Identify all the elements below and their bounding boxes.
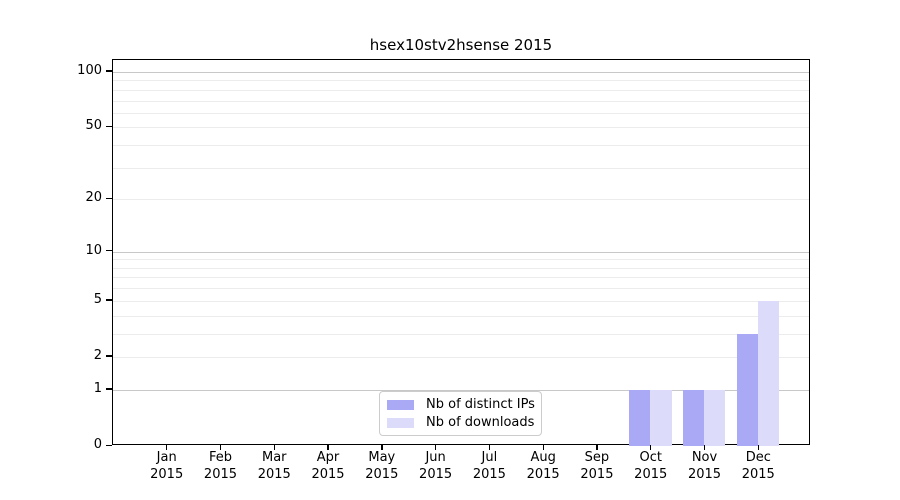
x-tick-label-jun: Jun 2015 xyxy=(403,450,469,483)
x-tick-label-aug: Aug 2015 xyxy=(510,450,576,483)
y-tick-2 xyxy=(106,355,112,357)
x-tick-year: 2015 xyxy=(580,466,614,482)
x-tick-label-jan: Jan 2015 xyxy=(134,450,200,483)
y-tick-1 xyxy=(106,388,112,390)
x-tick-month: Mar xyxy=(261,450,287,465)
x-tick-jun xyxy=(435,445,437,450)
x-tick-apr xyxy=(327,445,329,450)
y-tick-label-50: 50 xyxy=(85,118,102,134)
x-tick-oct xyxy=(650,445,652,450)
x-tick-label-jul: Jul 2015 xyxy=(456,450,522,483)
gridline-y-2 xyxy=(113,356,809,358)
x-tick-month: Jan xyxy=(156,450,177,465)
y-tick-label-0: 0 xyxy=(93,437,102,452)
y-tick-20 xyxy=(106,197,112,200)
y-tick-100 xyxy=(106,70,112,72)
x-tick-aug xyxy=(542,445,544,450)
bar-nb-of-distinct-ips-nov xyxy=(682,389,705,446)
x-tick-label-oct: Oct 2015 xyxy=(618,450,684,483)
legend-swatch-downloads xyxy=(387,417,414,428)
x-tick-jul xyxy=(488,445,491,450)
gridline-y-1 xyxy=(113,389,809,391)
x-tick-label-apr: Apr 2015 xyxy=(295,450,361,483)
x-tick-month: Feb xyxy=(208,450,232,465)
x-tick-year: 2015 xyxy=(365,466,399,482)
plot-area xyxy=(112,59,810,446)
y-tick-50 xyxy=(106,125,112,128)
x-tick-label-dec: Dec 2015 xyxy=(725,450,791,483)
x-tick-month: Dec xyxy=(745,450,771,465)
chart-title: hsex10stv2hsense 2015 xyxy=(369,36,553,54)
gridline-y-90 xyxy=(113,80,809,82)
y-tick-label-5: 5 xyxy=(93,291,102,307)
y-tick-10 xyxy=(106,250,112,252)
gridline-y-5 xyxy=(113,300,809,302)
gridline-y-80 xyxy=(113,89,809,91)
y-tick-label-1: 1 xyxy=(93,380,102,396)
y-tick-label-100: 100 xyxy=(77,62,102,78)
gridline-y-6 xyxy=(113,288,809,290)
legend: Nb of distinct IPs Nb of downloads xyxy=(379,391,542,436)
bar-nb-of-distinct-ips-dec xyxy=(736,333,758,446)
bar-nb-of-downloads-nov xyxy=(704,389,726,446)
x-tick-month: Oct xyxy=(639,450,662,465)
x-tick-nov xyxy=(703,445,706,450)
x-tick-label-may: May 2015 xyxy=(349,450,415,483)
gridline-y-3 xyxy=(113,333,809,335)
gridline-y-20 xyxy=(113,199,809,201)
x-tick-month: Apr xyxy=(316,450,340,465)
y-tick-5 xyxy=(106,299,112,301)
gridline-y-9 xyxy=(113,259,809,261)
legend-swatch-distinct-ips xyxy=(387,399,414,410)
x-tick-may xyxy=(381,445,383,450)
x-tick-month: Nov xyxy=(691,450,718,465)
x-tick-feb xyxy=(219,445,222,450)
gridline-y-100 xyxy=(113,71,809,73)
x-tick-month: Aug xyxy=(530,450,556,465)
gridline-y-70 xyxy=(113,100,809,102)
x-tick-label-sep: Sep 2015 xyxy=(564,450,630,483)
legend-label-distinct-ips: Nb of distinct IPs xyxy=(426,397,535,412)
x-tick-year: 2015 xyxy=(203,466,238,482)
x-tick-label-nov: Nov 2015 xyxy=(672,450,738,483)
gridline-y-40 xyxy=(113,145,809,147)
x-tick-mar xyxy=(273,445,275,450)
legend-item-distinct-ips: Nb of distinct IPs xyxy=(387,397,541,412)
x-tick-dec xyxy=(757,445,759,450)
y-tick-0 xyxy=(106,444,112,446)
x-tick-month: Jul xyxy=(481,450,498,465)
gridline-y-50 xyxy=(113,127,809,129)
bar-nb-of-downloads-oct xyxy=(650,389,672,446)
y-tick-label-2: 2 xyxy=(93,347,102,363)
x-tick-label-feb: Feb 2015 xyxy=(187,450,253,483)
x-tick-year: 2015 xyxy=(311,466,345,482)
x-tick-year: 2015 xyxy=(741,466,775,482)
x-tick-label-mar: Mar 2015 xyxy=(241,450,307,483)
gridline-y-8 xyxy=(113,267,809,269)
y-tick-label-10: 10 xyxy=(85,242,102,258)
bar-nb-of-downloads-dec xyxy=(757,300,780,446)
x-tick-month: Sep xyxy=(584,450,610,465)
x-tick-year: 2015 xyxy=(634,466,668,482)
x-tick-year: 2015 xyxy=(257,466,291,482)
x-tick-month: May xyxy=(368,450,396,465)
x-tick-year: 2015 xyxy=(687,466,722,482)
legend-item-downloads: Nb of downloads xyxy=(387,415,541,430)
gridline-y-60 xyxy=(113,112,809,114)
x-tick-sep xyxy=(596,445,598,450)
x-tick-year: 2015 xyxy=(150,466,184,482)
gridline-y-4 xyxy=(113,315,809,317)
x-tick-year: 2015 xyxy=(419,466,453,482)
legend-label-downloads: Nb of downloads xyxy=(426,415,535,430)
x-tick-year: 2015 xyxy=(472,466,506,482)
bar-nb-of-distinct-ips-oct xyxy=(629,389,651,446)
gridline-y-30 xyxy=(113,167,809,169)
x-tick-year: 2015 xyxy=(526,466,560,482)
y-tick-label-20: 20 xyxy=(85,190,102,206)
gridline-y-10 xyxy=(113,251,809,253)
x-tick-jan xyxy=(166,445,168,450)
x-tick-month: Jun xyxy=(425,450,446,465)
gridline-y-7 xyxy=(113,277,809,279)
